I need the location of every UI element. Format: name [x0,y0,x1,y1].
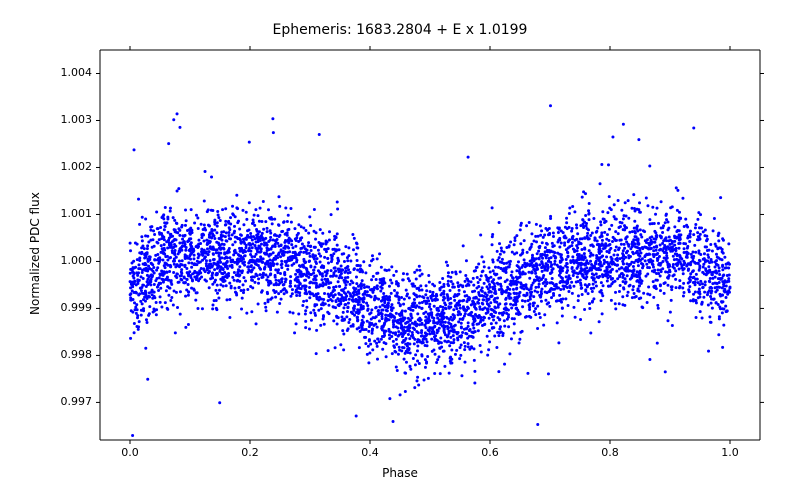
chart-container: { "chart": { "type": "scatter", "title":… [0,0,800,500]
scatter-plot [0,0,800,500]
